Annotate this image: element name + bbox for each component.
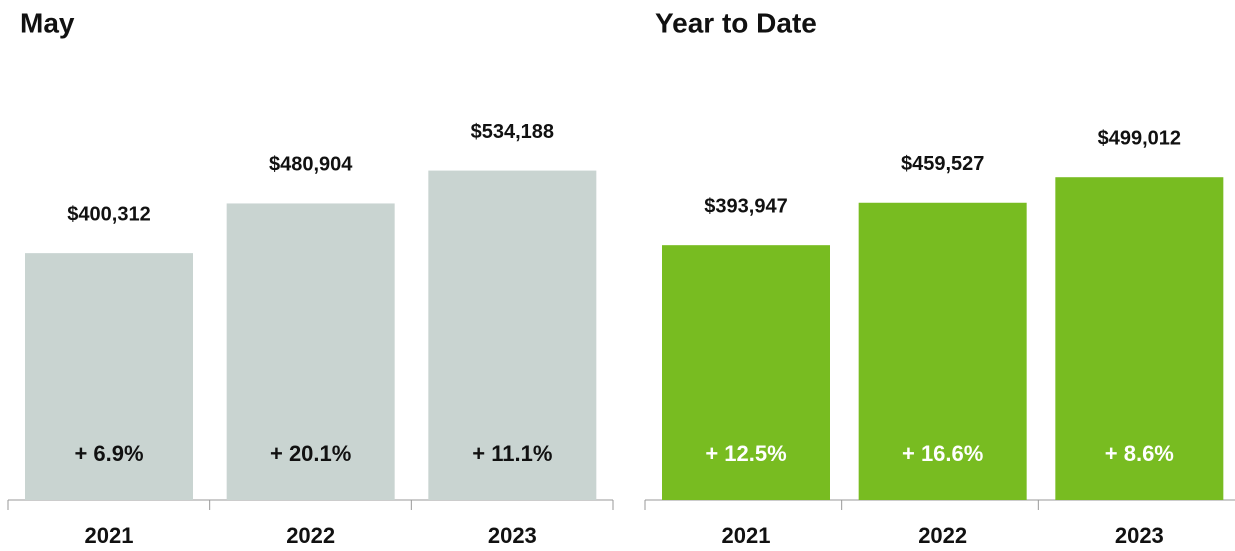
value-label: $400,312: [67, 203, 150, 225]
bar: [662, 245, 830, 500]
change-label: + 6.9%: [74, 441, 143, 466]
change-label: + 11.1%: [472, 441, 552, 466]
x-tick-label: 2023: [1115, 523, 1164, 548]
x-tick-label: 2022: [286, 523, 335, 548]
bar: [25, 253, 193, 500]
bar: [858, 202, 1027, 500]
value-label: $393,947: [704, 195, 787, 217]
x-tick-label: 2022: [918, 523, 967, 548]
bar: [428, 170, 597, 501]
value-label: $459,527: [901, 153, 984, 175]
chart-title: May: [20, 7, 75, 38]
change-label: + 8.6%: [1105, 441, 1174, 466]
change-label: + 20.1%: [270, 441, 351, 466]
x-tick-label: 2021: [722, 523, 771, 548]
value-label: $480,904: [269, 154, 353, 176]
chart-title: Year to Date: [655, 7, 817, 38]
change-label: + 12.5%: [705, 441, 786, 466]
bar: [1055, 177, 1224, 500]
x-tick-label: 2021: [85, 523, 134, 548]
value-label: $534,188: [471, 121, 554, 143]
bar: [226, 203, 395, 500]
change-label: + 16.6%: [902, 441, 983, 466]
value-label: $499,012: [1098, 127, 1181, 149]
x-tick-label: 2023: [488, 523, 537, 548]
